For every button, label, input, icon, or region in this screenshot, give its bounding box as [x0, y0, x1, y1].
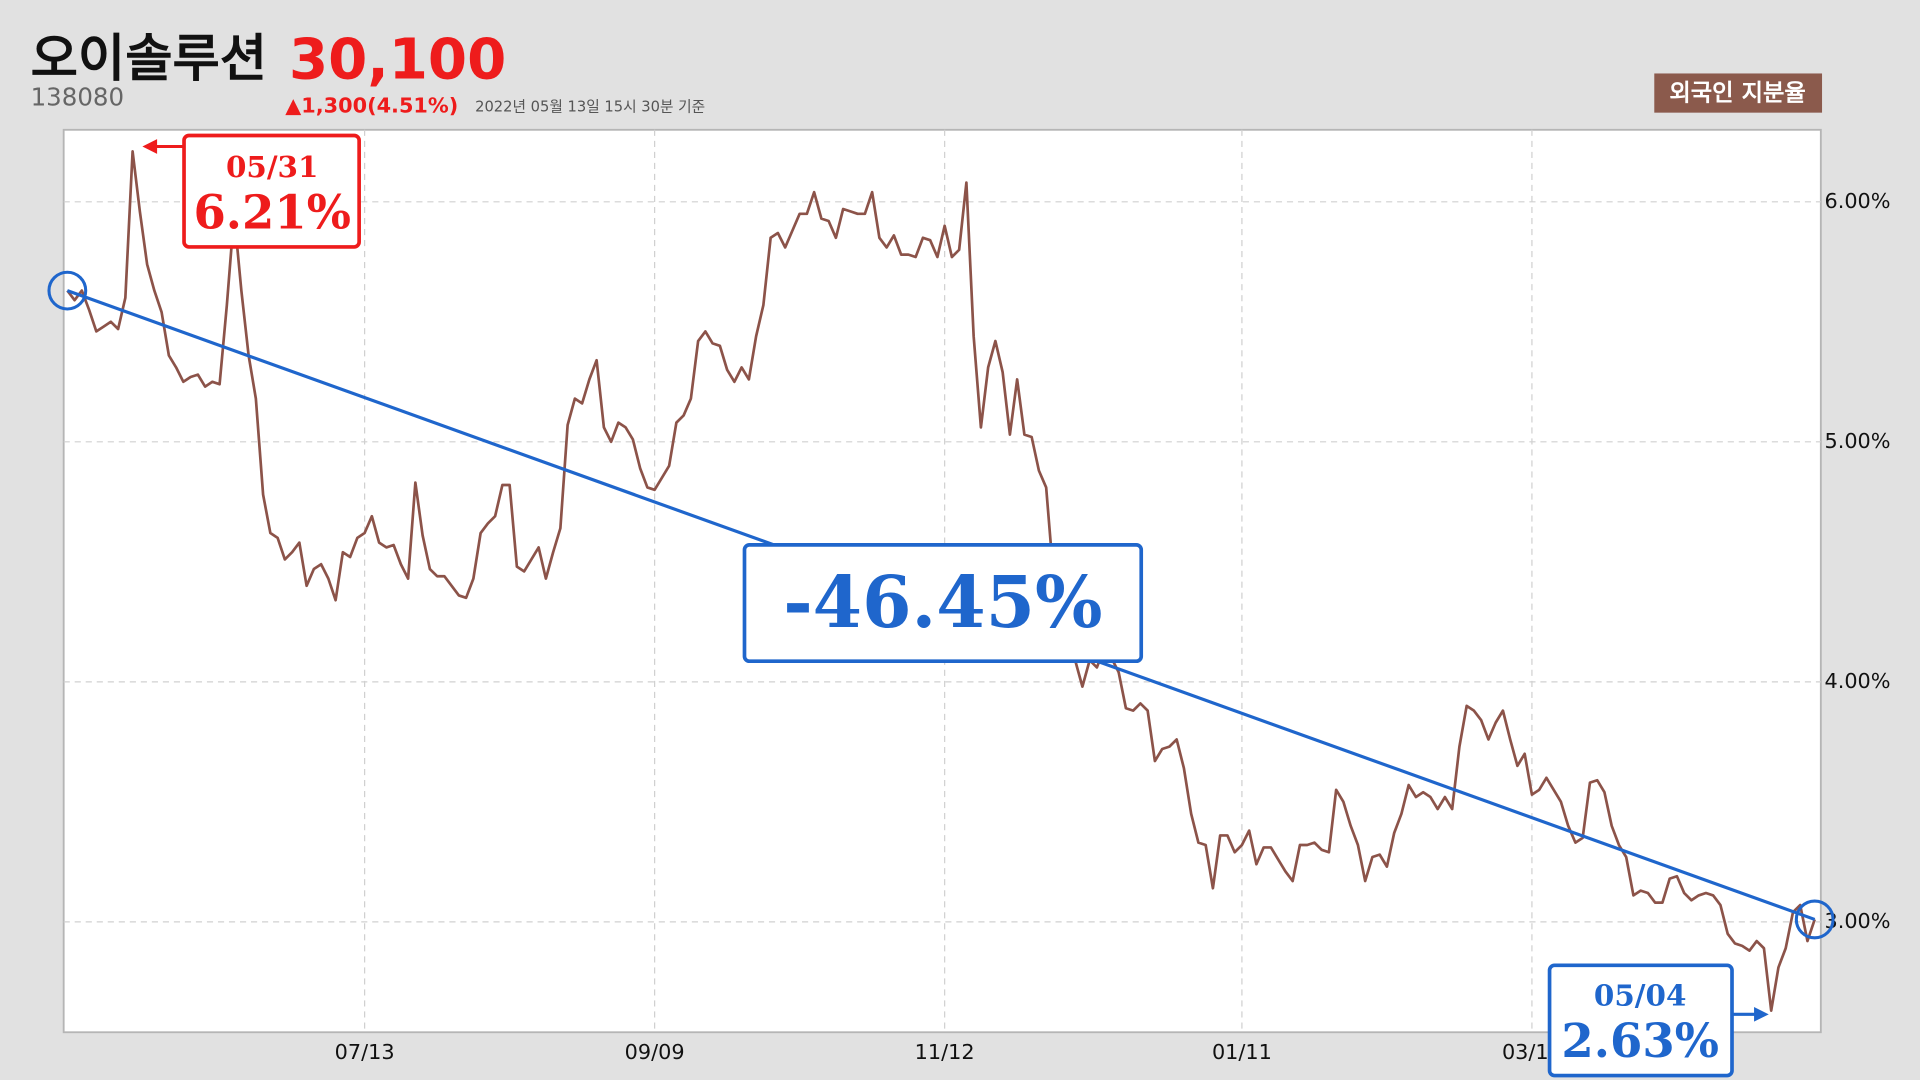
stock-code: 138080 — [31, 82, 124, 111]
y-tick-label: 3.00% — [1824, 909, 1890, 933]
max-arrow-head — [142, 139, 158, 154]
min-arrow-head — [1754, 1006, 1769, 1022]
badge: 외국인 지분율 — [1669, 79, 1805, 106]
max-label: 6.21% — [193, 185, 351, 240]
trend-box — [742, 543, 1144, 664]
y-tick-label: 6.00% — [1824, 189, 1890, 213]
x-tick-label: 01/11 — [1212, 1040, 1272, 1064]
y-tick-label: 4.00% — [1824, 669, 1890, 693]
timestamp: 2022년 05월 13일 15시 30분 기준 — [475, 98, 705, 115]
min-label: 2.63% — [1561, 1013, 1719, 1068]
y-tick-label: 5.00% — [1824, 429, 1890, 453]
price-change: ▲1,300(4.51%) — [285, 94, 458, 118]
stock-price: 30,100 — [289, 27, 506, 92]
x-tick-label: 09/09 — [625, 1040, 685, 1064]
stock-name: 오이솔루션 — [31, 29, 267, 89]
x-tick-label: 11/12 — [915, 1040, 975, 1064]
max-date: 05/31 — [226, 149, 319, 184]
x-tick-label: 07/13 — [335, 1040, 395, 1064]
max-box — [182, 133, 361, 249]
badge-bg — [1654, 73, 1823, 113]
trend-label: -46.45% — [783, 560, 1102, 644]
min-date: 05/04 — [1594, 978, 1686, 1013]
start-marker — [47, 270, 88, 311]
plot-layer: 3.00% 4.00% 5.00% 6.00% 07/13 09/09 11/12 01/11… — [47, 129, 1891, 1078]
data-line — [66, 150, 1816, 1012]
end-marker — [1794, 899, 1835, 940]
min-box — [1547, 963, 1734, 1078]
